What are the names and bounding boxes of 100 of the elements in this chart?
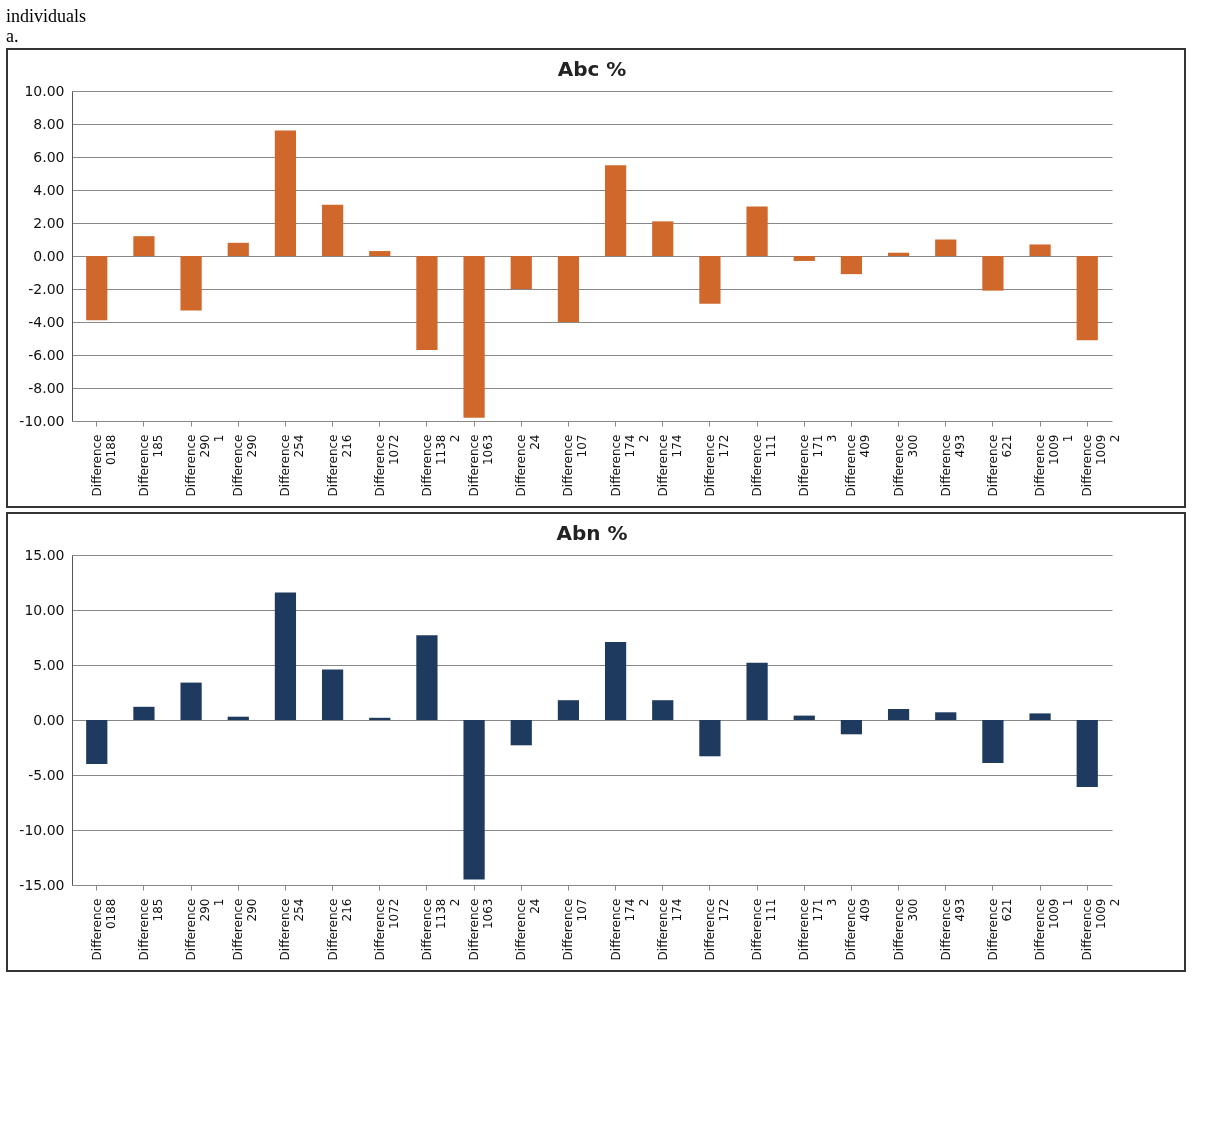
x-tick-label: Difference 1072	[372, 898, 401, 961]
bar	[86, 256, 108, 321]
bar	[180, 256, 202, 311]
y-tick-label: 0.00	[33, 247, 65, 264]
y-tick-label: 0.00	[33, 711, 65, 728]
x-tick-label: Difference 621	[985, 898, 1014, 961]
x-tick-label: Difference 290	[231, 434, 260, 497]
y-tick-label: -10.00	[19, 412, 65, 429]
x-tick-label: Difference 174	[655, 898, 684, 961]
bar	[887, 709, 910, 720]
x-tick-label: Difference 290 1	[184, 898, 227, 961]
bar	[840, 256, 863, 275]
y-tick-label: 4.00	[33, 181, 65, 198]
x-tick-label: Difference 1138 2	[419, 898, 462, 961]
bar	[887, 252, 910, 256]
x-tick-label: Difference 1009 1	[1033, 434, 1076, 497]
y-tick-label: -15.00	[19, 876, 65, 893]
bar	[274, 130, 297, 256]
bar	[133, 706, 155, 720]
x-tick-label: Difference 300	[891, 898, 920, 961]
bar	[510, 256, 532, 289]
bar	[793, 256, 815, 261]
bar	[793, 715, 815, 720]
x-tick-label: Difference 174	[655, 434, 684, 497]
bar	[133, 236, 155, 256]
x-tick-label: Difference 185	[136, 898, 165, 961]
bar	[1076, 720, 1098, 788]
x-tick-label: Difference 107	[561, 434, 590, 497]
y-tick-label: -6.00	[28, 346, 65, 363]
bar	[463, 256, 485, 418]
bar	[1076, 256, 1098, 341]
x-tick-label: Difference 254	[278, 434, 307, 497]
x-tick-label: Difference 1063	[467, 898, 496, 961]
bar	[699, 256, 721, 304]
x-tick-label: Difference 24	[514, 898, 543, 961]
bar	[180, 682, 202, 720]
bar	[604, 165, 627, 256]
y-tick-label: -8.00	[28, 379, 65, 396]
bar	[416, 635, 438, 720]
bar	[321, 204, 344, 256]
x-tick-label: Difference 290	[231, 898, 260, 961]
bar	[274, 592, 297, 720]
bar	[652, 700, 674, 720]
x-tick-label: Difference 1072	[372, 434, 401, 497]
y-tick-label: -4.00	[28, 313, 65, 330]
x-tick-label: Difference 493	[938, 434, 967, 497]
x-tick-label: Difference 1063	[467, 434, 496, 497]
bar	[982, 256, 1004, 291]
x-tick-label: Difference 290 1	[184, 434, 227, 497]
y-tick-label: 15.00	[24, 546, 65, 563]
x-tick-label: Difference 409	[844, 898, 873, 961]
x-tick-label: Difference 216	[325, 434, 354, 497]
x-tick-label: Difference 174 2	[608, 898, 651, 961]
bar	[935, 239, 957, 256]
x-tick-label: Difference 111	[750, 898, 779, 961]
y-tick-label: -2.00	[28, 280, 65, 297]
bar	[557, 700, 580, 720]
bar	[463, 720, 485, 880]
y-tick-label: 10.00	[24, 82, 65, 99]
x-tick-label: Difference 0188	[89, 898, 118, 961]
x-tick-label: Difference 24	[514, 434, 543, 497]
bar	[510, 720, 532, 746]
x-tick-label: Difference 300	[891, 434, 920, 497]
x-tick-label: Difference 1009 2	[1080, 898, 1123, 961]
y-tick-label: 5.00	[33, 656, 65, 673]
x-tick-label: Difference 185	[136, 434, 165, 497]
bar	[699, 720, 721, 757]
x-tick-label: Difference 1009 2	[1080, 434, 1123, 497]
y-tick-label: 8.00	[33, 115, 65, 132]
x-tick-label: Difference 1009 1	[1033, 898, 1076, 961]
bar	[1029, 244, 1051, 256]
bar	[86, 720, 108, 764]
bar	[369, 251, 391, 256]
x-tick-label: Difference 254	[278, 898, 307, 961]
chart-title: Abn %	[556, 521, 628, 545]
bar	[321, 669, 344, 720]
x-tick-label: Difference 409	[844, 434, 873, 497]
bar	[557, 256, 580, 322]
x-tick-label: Difference 172	[702, 434, 731, 497]
x-tick-label: Difference 171 3	[797, 898, 840, 961]
chart-title: Abc %	[557, 57, 627, 81]
bar	[1029, 713, 1051, 720]
x-tick-label: Difference 216	[325, 898, 354, 961]
bar	[227, 242, 249, 256]
bar	[935, 712, 957, 720]
y-tick-label: -5.00	[28, 766, 65, 783]
bar	[982, 720, 1004, 763]
bar	[652, 221, 674, 256]
bar	[746, 206, 768, 256]
y-tick-label: 2.00	[33, 214, 65, 231]
y-tick-label: 10.00	[24, 601, 65, 618]
x-tick-label: Difference 107	[561, 898, 590, 961]
bar	[746, 662, 768, 720]
y-tick-label: 6.00	[33, 148, 65, 165]
bar	[227, 716, 249, 720]
text: a.	[6, 26, 20, 46]
x-tick-label: Difference 1138 2	[419, 434, 462, 497]
x-tick-label: Difference 111	[750, 434, 779, 497]
bar	[604, 641, 627, 720]
x-tick-label: Difference 493	[938, 898, 967, 961]
